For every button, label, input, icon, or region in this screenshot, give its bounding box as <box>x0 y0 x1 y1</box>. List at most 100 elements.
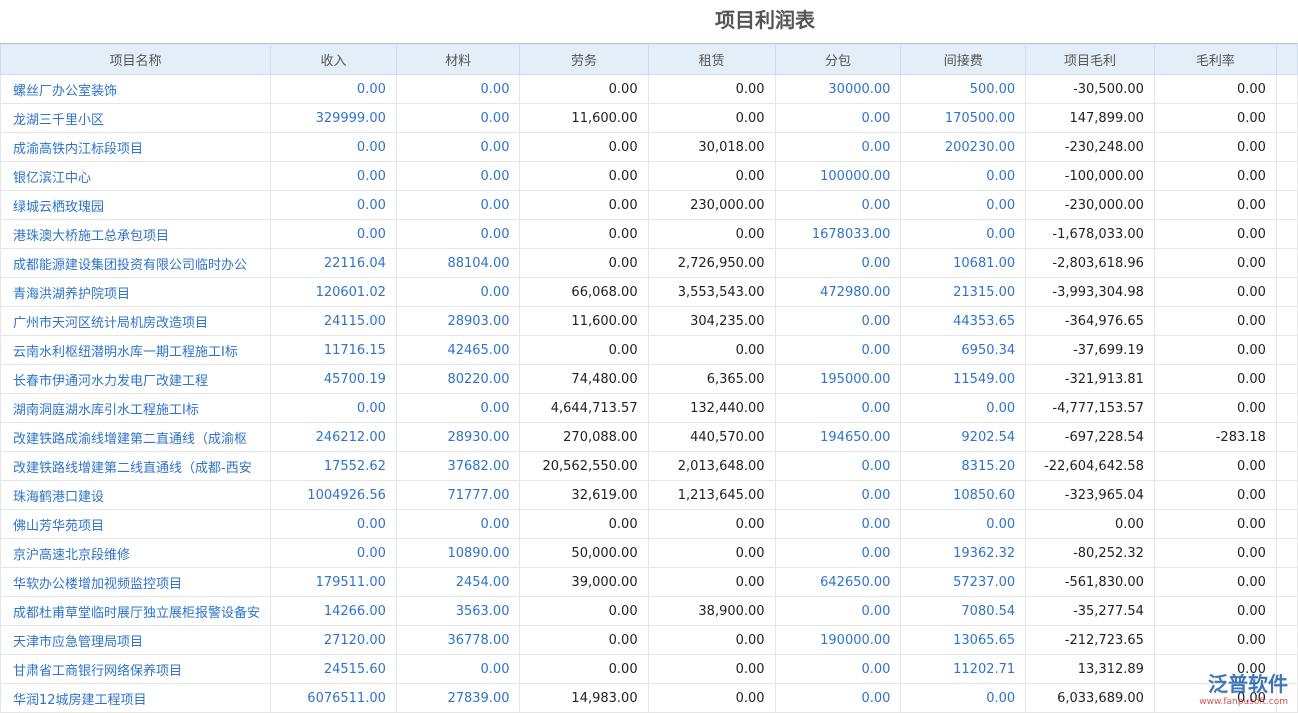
cell-value: 3,553,543.00 <box>647 277 776 307</box>
project-name[interactable]: 螺丝厂办公室装饰 <box>0 74 272 104</box>
project-name[interactable]: 广州市天河区统计局机房改造项目 <box>0 306 272 336</box>
cell-value: 194650.00 <box>774 422 902 452</box>
cell-value: 329999.00 <box>270 103 397 133</box>
cell-value: 0.00 <box>270 538 397 568</box>
cell-value: 0.00 <box>1153 161 1277 191</box>
cell-value: 0.00 <box>270 190 397 220</box>
cell-value: 24115.00 <box>270 306 397 336</box>
cell-value: -364,976.65 <box>1025 306 1155 336</box>
table-row: 广州市天河区统计局机房改造项目 24115.00 28903.00 11,600.00… <box>0 306 1298 336</box>
table-row: 改建铁路线增建第二线直通线（成都-西安 17552.62 37682.00 20,56… <box>0 451 1298 481</box>
project-name[interactable]: 天津市应急管理局项目 <box>0 625 272 655</box>
cell-value: 32,619.00 <box>519 480 649 510</box>
table-row: 天津市应急管理局项目 27120.00 36778.00 0.00 0.00 190000… <box>0 625 1298 655</box>
cell-value: 11202.71 <box>900 654 1027 684</box>
cell-value: 0.00 <box>647 74 776 104</box>
cell-value: 13065.65 <box>900 625 1027 655</box>
row-spacer <box>1275 451 1298 481</box>
cell-value: 0.00 <box>900 509 1027 539</box>
row-spacer <box>1275 335 1298 365</box>
cell-value: 0.00 <box>1153 219 1277 249</box>
cell-value: 0.00 <box>647 161 776 191</box>
cell-value: 6950.34 <box>900 335 1027 365</box>
cell-value: 195000.00 <box>774 364 902 394</box>
project-name[interactable]: 华软办公楼增加视频监控项目 <box>0 567 272 597</box>
header-spacer <box>1275 43 1298 75</box>
project-name[interactable]: 湖南洞庭湖水库引水工程施工I标 <box>0 393 272 423</box>
project-name[interactable]: 珠海鹤港口建设 <box>0 480 272 510</box>
cell-value: 0.00 <box>647 103 776 133</box>
cell-value: 0.00 <box>395 132 521 162</box>
row-spacer <box>1275 219 1298 249</box>
cell-value: -323,965.04 <box>1025 480 1155 510</box>
project-name[interactable]: 改建铁路成渝线增建第二直通线（成渝枢 <box>0 422 272 452</box>
cell-value: 2454.00 <box>395 567 521 597</box>
cell-value: 0.00 <box>395 509 521 539</box>
cell-value: 0.00 <box>395 393 521 423</box>
cell-value: 27839.00 <box>395 683 521 713</box>
cell-value: 0.00 <box>395 654 521 684</box>
project-name[interactable]: 成都杜甫草堂临时展厅独立展柜报警设备安 <box>0 596 272 626</box>
cell-value: 0.00 <box>270 219 397 249</box>
project-name[interactable]: 银亿滨江中心 <box>0 161 272 191</box>
project-name[interactable]: 长春市伊通河水力发电厂改建工程 <box>0 364 272 394</box>
cell-value: 0.00 <box>519 596 649 626</box>
cell-value: 0.00 <box>774 248 902 278</box>
table-row: 京沪高速北京段维修 0.00 10890.00 50,000.00 0.00 0.00 19… <box>0 538 1298 568</box>
project-name[interactable]: 华润12城房建工程项目 <box>0 683 272 713</box>
row-spacer <box>1275 132 1298 162</box>
watermark-brand: 泛普软件 <box>1208 672 1288 696</box>
cell-value: 0.00 <box>774 480 902 510</box>
cell-value: 0.00 <box>1025 509 1155 539</box>
project-name[interactable]: 港珠澳大桥施工总承包项目 <box>0 219 272 249</box>
cell-value: 0.00 <box>395 277 521 307</box>
row-spacer <box>1275 567 1298 597</box>
row-spacer <box>1275 683 1298 713</box>
cell-value: 0.00 <box>774 683 902 713</box>
cell-value: 39,000.00 <box>519 567 649 597</box>
cell-value: 2,726,950.00 <box>647 248 776 278</box>
project-name[interactable]: 云南水利枢纽潜明水库一期工程施工I标 <box>0 335 272 365</box>
cell-value: 6,033,689.00 <box>1025 683 1155 713</box>
cell-value: 0.00 <box>395 219 521 249</box>
cell-value: 0.00 <box>395 190 521 220</box>
column-header: 材料 <box>395 43 521 75</box>
cell-value: 0.00 <box>519 248 649 278</box>
cell-value: 44353.65 <box>900 306 1027 336</box>
row-spacer <box>1275 277 1298 307</box>
cell-value: 179511.00 <box>270 567 397 597</box>
table-row: 长春市伊通河水力发电厂改建工程 45700.19 80220.00 74,480.00… <box>0 364 1298 394</box>
cell-value: 0.00 <box>774 509 902 539</box>
column-header: 毛利率 <box>1153 43 1277 75</box>
project-name[interactable]: 成都能源建设集团投资有限公司临时办公 <box>0 248 272 278</box>
cell-value: -283.18 <box>1153 422 1277 452</box>
row-spacer <box>1275 596 1298 626</box>
cell-value: 10850.60 <box>900 480 1027 510</box>
cell-value: 0.00 <box>519 74 649 104</box>
cell-value: 0.00 <box>395 161 521 191</box>
project-name[interactable]: 绿城云栖玫瑰园 <box>0 190 272 220</box>
project-name[interactable]: 青海洪湖养护院项目 <box>0 277 272 307</box>
project-name[interactable]: 佛山芳华苑项目 <box>0 509 272 539</box>
table-row: 青海洪湖养护院项目 120601.02 0.00 66,068.00 3,553,543… <box>0 277 1298 307</box>
row-spacer <box>1275 538 1298 568</box>
cell-value: -100,000.00 <box>1025 161 1155 191</box>
project-name[interactable]: 龙湖三千里小区 <box>0 103 272 133</box>
cell-value: 440,570.00 <box>647 422 776 452</box>
table-row: 港珠澳大桥施工总承包项目 0.00 0.00 0.00 0.00 1678033.00 0.… <box>0 219 1298 249</box>
cell-value: -37,699.19 <box>1025 335 1155 365</box>
project-name[interactable]: 甘肃省工商银行网络保养项目 <box>0 654 272 684</box>
cell-value: 0.00 <box>1153 596 1277 626</box>
project-name[interactable]: 京沪高速北京段维修 <box>0 538 272 568</box>
project-name[interactable]: 改建铁路线增建第二线直通线（成都-西安 <box>0 451 272 481</box>
cell-value: -35,277.54 <box>1025 596 1155 626</box>
cell-value: 0.00 <box>647 509 776 539</box>
cell-value: 200230.00 <box>900 132 1027 162</box>
project-name[interactable]: 成渝高铁内江标段项目 <box>0 132 272 162</box>
cell-value: 0.00 <box>1153 683 1277 713</box>
cell-value: -230,248.00 <box>1025 132 1155 162</box>
cell-value: 0.00 <box>647 538 776 568</box>
cell-value: 0.00 <box>395 103 521 133</box>
cell-value: 10681.00 <box>900 248 1027 278</box>
cell-value: 42465.00 <box>395 335 521 365</box>
